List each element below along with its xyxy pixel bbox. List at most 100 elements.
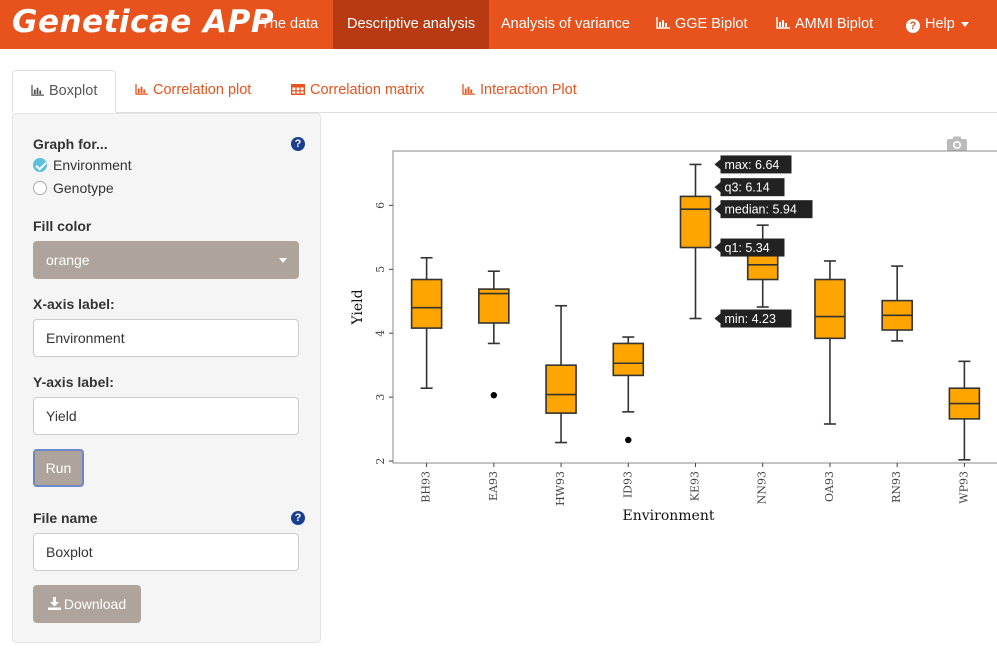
yaxis-input-value: Yield <box>46 408 77 424</box>
boxplot-svg: 2 3 4 5 6 Yield BH93 EA93 HW93 ID93 KE93 NN93 OA93 RN… <box>350 150 997 524</box>
file-name-label: File name <box>33 510 98 526</box>
y-tick-label: 6 <box>374 202 387 209</box>
bar-chart-icon <box>135 84 148 95</box>
navbar: Geneticae APP The data Descriptive analy… <box>0 0 997 49</box>
nav-descriptive-analysis-label: Descriptive analysis <box>347 16 476 32</box>
nav-help[interactable]: ? Help <box>892 0 983 49</box>
bar-chart-icon <box>656 17 670 29</box>
xaxis-label: X-axis label: <box>33 296 115 312</box>
nav-help-label: Help <box>925 16 955 32</box>
file-name-input[interactable]: Boxplot <box>33 533 299 571</box>
radio-genotype[interactable]: Genotype <box>33 180 114 196</box>
box-ID93[interactable] <box>612 342 645 377</box>
x-tick-label: EA93 <box>487 471 500 501</box>
tab-correlation-matrix[interactable]: Correlation matrix <box>273 70 442 111</box>
tab-boxplot[interactable]: Boxplot <box>12 70 117 113</box>
fill-color-value: orange <box>46 252 90 268</box>
tooltip-pointer <box>714 204 721 215</box>
box-KE93[interactable] <box>679 195 712 249</box>
tooltip-label: q1: 5.34 <box>725 241 770 255</box>
y-tick-label: 5 <box>374 266 387 273</box>
tab-correlation-plot-label: Correlation plot <box>153 82 252 98</box>
app-title[interactable]: Geneticae APP <box>12 4 275 40</box>
question-circle-icon: ? <box>906 19 920 33</box>
tooltip-box <box>720 238 785 257</box>
chevron-down-icon <box>279 258 287 263</box>
x-tick-label: HW93 <box>554 471 567 506</box>
camera-icon[interactable] <box>946 136 968 152</box>
tooltip-box <box>720 155 792 174</box>
bar-chart-icon <box>462 84 475 95</box>
tab-bar: Boxplot Correlation plot Correlation mat… <box>12 70 997 113</box>
nav-analysis-of-variance-label: Analysis of variance <box>501 16 630 32</box>
table-icon <box>290 83 306 96</box>
tab-correlation-matrix-label: Correlation matrix <box>310 82 425 98</box>
sidebar-panel: Graph for... ? Environment Genotype Fill… <box>12 113 321 643</box>
outlier-point <box>490 392 498 399</box>
bar-chart-icon <box>31 85 44 96</box>
tooltip-box <box>720 200 813 219</box>
xaxis-input[interactable]: Environment <box>33 319 299 357</box>
tooltip-label: median: 5.94 <box>725 203 797 217</box>
nav-ammi-biplot[interactable]: AMMI Biplot <box>762 0 887 49</box>
x-tick-label: KE93 <box>689 471 702 501</box>
tooltip-pointer <box>714 159 721 170</box>
x-tick-label: WP93 <box>957 471 970 504</box>
nav-descriptive-analysis[interactable]: Descriptive analysis <box>333 0 490 49</box>
tooltip-label: min: 4.23 <box>725 312 776 326</box>
nav-the-data[interactable]: The data <box>247 0 332 49</box>
x-tick-label: OA93 <box>823 471 836 502</box>
graph-for-label: Graph for... <box>33 136 108 152</box>
bar-chart-icon <box>776 17 790 29</box>
box-OA93[interactable] <box>814 278 846 340</box>
tooltip-box <box>720 178 785 197</box>
box-EA93[interactable] <box>478 288 510 324</box>
tab-correlation-plot[interactable]: Correlation plot <box>117 70 269 111</box>
radio-environment[interactable]: Environment <box>33 157 132 173</box>
y-tick-label: 3 <box>374 394 387 401</box>
x-tick-label: NN93 <box>756 471 769 504</box>
outlier-point <box>625 436 632 444</box>
yaxis-input[interactable]: Yield <box>33 397 299 435</box>
x-tick-label: BH93 <box>420 471 433 503</box>
fill-color-label: Fill color <box>33 218 92 234</box>
x-axis-label: Environment <box>623 508 715 524</box>
tooltip-pointer <box>714 313 721 324</box>
tooltip-label: q3: 6.14 <box>725 181 770 195</box>
tooltip-label: max: 6.64 <box>725 158 780 172</box>
nav-gge-biplot-label: GGE Biplot <box>675 16 748 32</box>
radio-unchecked-icon <box>33 181 47 195</box>
nav-analysis-of-variance[interactable]: Analysis of variance <box>487 0 644 49</box>
tooltip-box <box>720 309 792 328</box>
y-tick-label: 4 <box>374 330 387 337</box>
chevron-down-icon <box>960 21 969 27</box>
radio-checked-icon <box>33 158 47 172</box>
tooltip-pointer <box>714 182 721 193</box>
file-name-input-value: Boxplot <box>46 544 93 560</box>
xaxis-input-value: Environment <box>46 330 125 346</box>
run-button[interactable]: Run <box>33 449 84 487</box>
radio-genotype-label: Genotype <box>53 180 114 196</box>
fill-color-select[interactable]: orange <box>33 241 299 279</box>
boxplot-chart: 2 3 4 5 6 Yield BH93 EA93 HW93 ID93 KE93 NN93 OA93 RN… <box>330 120 997 540</box>
tab-interaction-plot[interactable]: Interaction Plot <box>444 70 595 111</box>
help-icon[interactable]: ? <box>291 137 305 151</box>
box-HW93[interactable] <box>545 364 577 414</box>
tab-boxplot-label: Boxplot <box>49 83 98 99</box>
y-axis-label: Yield <box>350 289 366 325</box>
nav-ammi-biplot-label: AMMI Biplot <box>795 16 874 32</box>
download-label: Download <box>63 596 127 612</box>
radio-environment-label: Environment <box>53 157 132 173</box>
tooltip-pointer <box>714 242 721 253</box>
nav-the-data-label: The data <box>261 16 319 32</box>
download-icon <box>47 597 61 610</box>
x-tick-label: ID93 <box>621 471 634 498</box>
box-BH93[interactable] <box>410 278 443 329</box>
yaxis-label: Y-axis label: <box>33 374 114 390</box>
x-tick-label: RN93 <box>890 471 903 503</box>
tab-interaction-plot-label: Interaction Plot <box>480 82 577 98</box>
help-icon[interactable]: ? <box>291 511 305 525</box>
download-button[interactable]: Download <box>33 585 141 623</box>
y-tick-label: 2 <box>374 458 387 465</box>
nav-gge-biplot[interactable]: GGE Biplot <box>642 0 762 49</box>
